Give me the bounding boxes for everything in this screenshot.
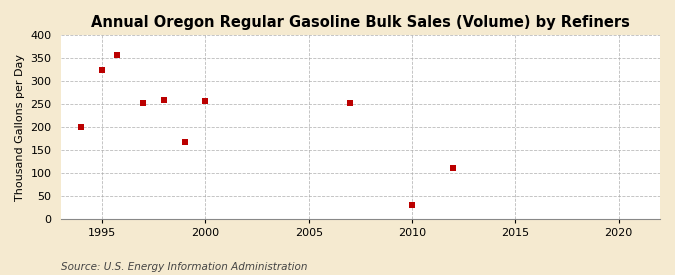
Point [97, 68, 107, 72]
Y-axis label: Thousand Gallons per Day: Thousand Gallons per Day [15, 54, 25, 201]
Point [180, 140, 190, 144]
Title: Annual Oregon Regular Gasoline Bulk Sales (Volume) by Refiners: Annual Oregon Regular Gasoline Bulk Sale… [91, 15, 630, 30]
Point [200, 98, 211, 103]
Point [448, 166, 459, 171]
Text: Source: U.S. Energy Information Administration: Source: U.S. Energy Information Administ… [61, 262, 307, 272]
Point [111, 53, 122, 57]
Point [138, 101, 148, 105]
Point [406, 203, 417, 207]
Point [76, 125, 87, 129]
Point [159, 97, 169, 102]
Point [345, 101, 356, 105]
